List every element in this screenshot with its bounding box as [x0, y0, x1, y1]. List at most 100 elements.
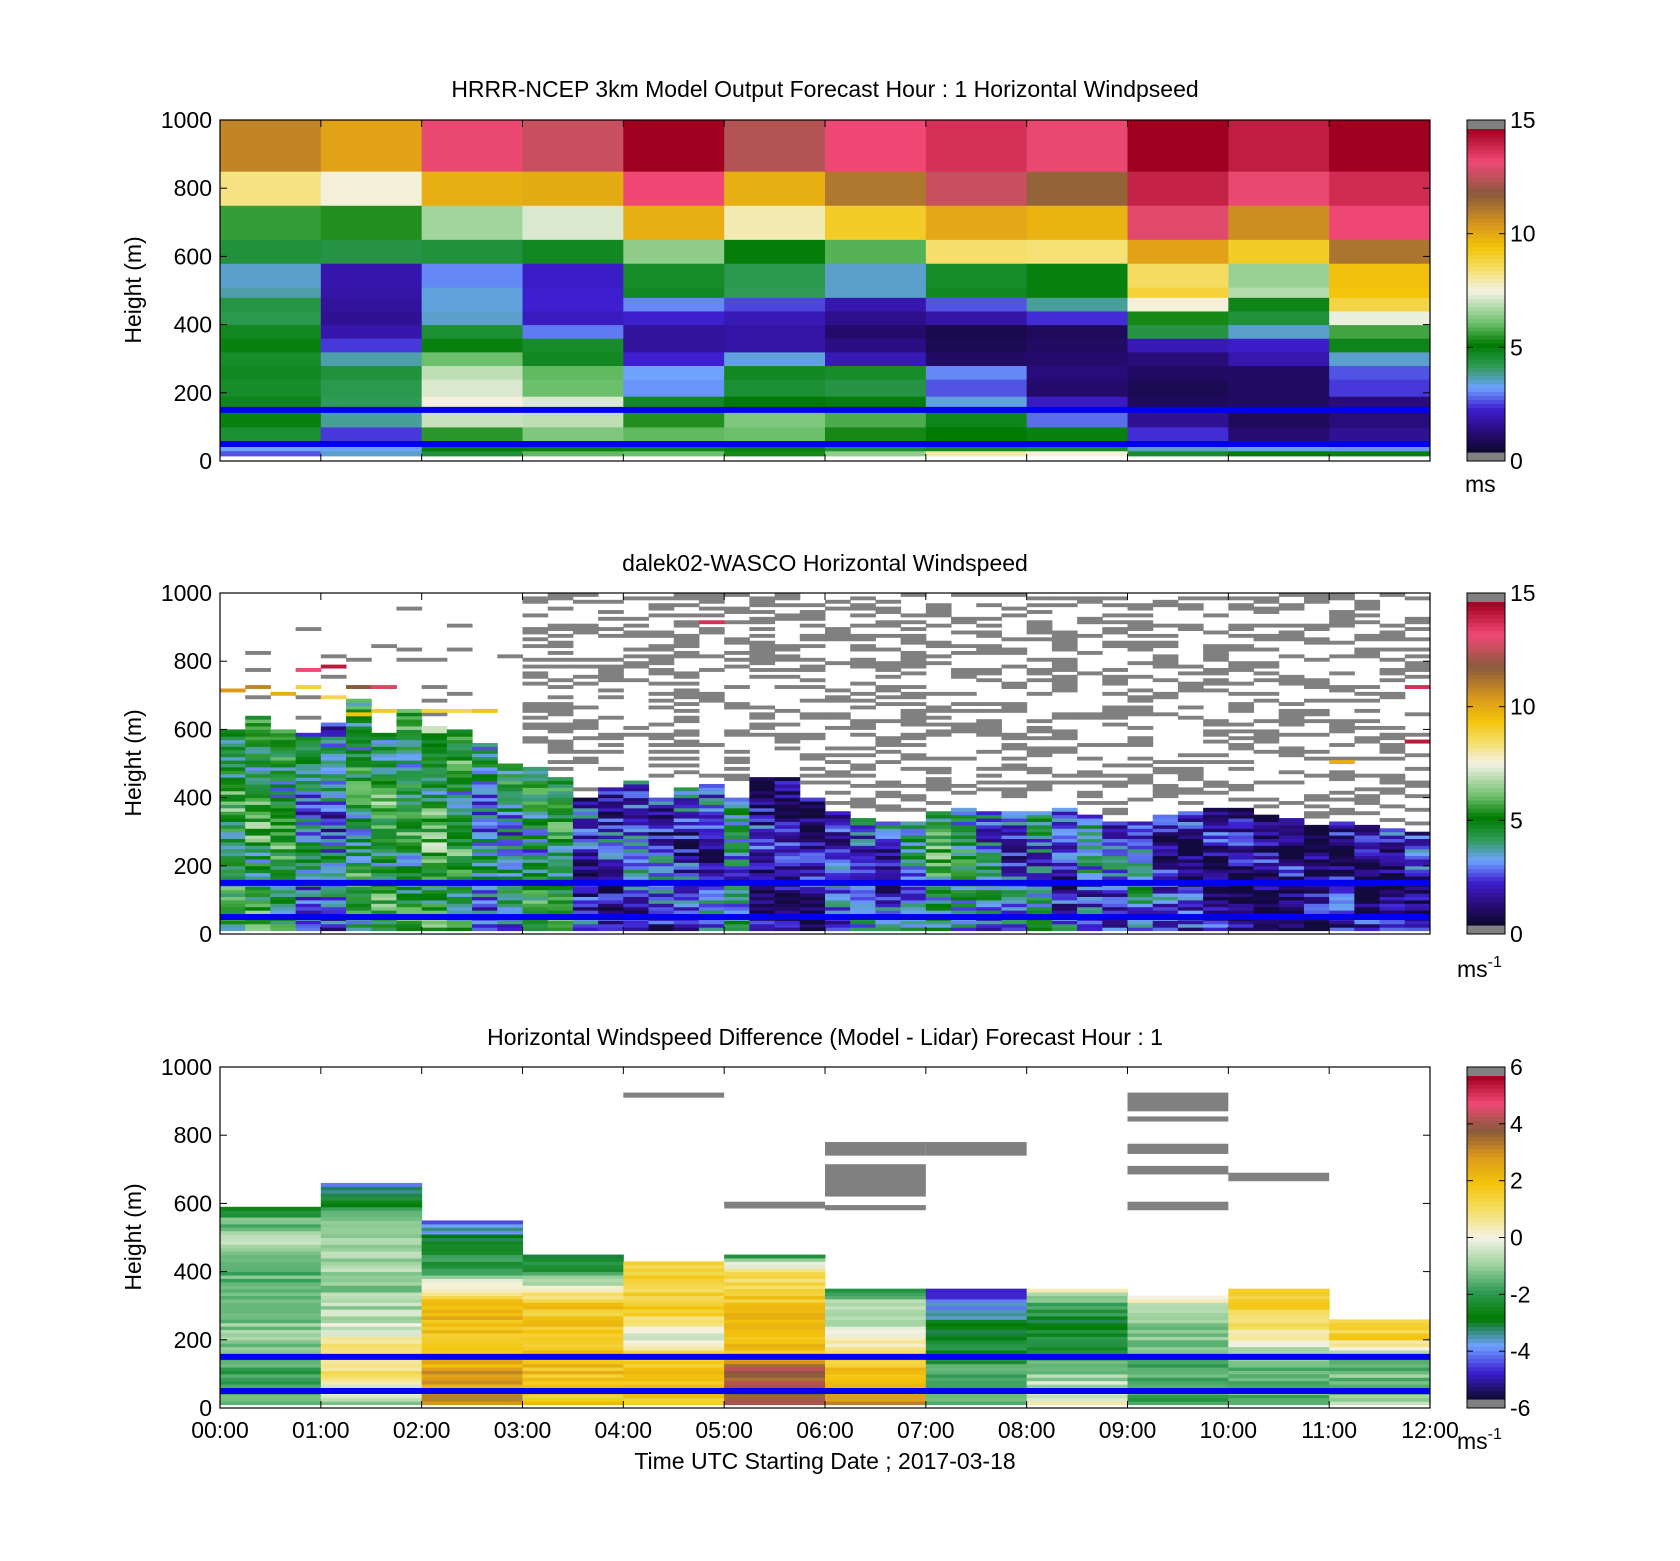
heatmap-cell	[724, 1298, 826, 1303]
no-data-cell	[875, 668, 902, 672]
heatmap-cell	[925, 171, 1028, 206]
heatmap-cell	[320, 1186, 423, 1191]
colorbar-swatch	[1467, 884, 1505, 890]
heatmap-cell	[623, 1401, 725, 1406]
heatmap-cell	[1303, 910, 1330, 915]
heatmap-cell	[1203, 906, 1229, 911]
colorbar-swatch	[1467, 686, 1505, 692]
no-data-cell	[522, 613, 549, 618]
heatmap-cell	[1177, 845, 1204, 850]
heatmap-cell	[220, 1217, 322, 1221]
heatmap-cell	[421, 1278, 523, 1283]
no-data-cell	[1253, 678, 1280, 683]
no-data-cell	[825, 606, 851, 611]
heatmap-cell	[623, 923, 650, 928]
heatmap-cell	[925, 1326, 1028, 1331]
colorbar-swatch	[1467, 1265, 1505, 1271]
panel-title: dalek02-WASCO Horizontal Windspeed	[622, 550, 1028, 576]
no-data-cell	[572, 736, 599, 741]
heatmap-cell	[749, 777, 776, 782]
no-data-cell	[1228, 708, 1255, 713]
heatmap-cell	[220, 869, 246, 874]
heatmap-cell	[850, 824, 876, 829]
heatmap-cell	[1001, 903, 1028, 908]
heatmap-cell	[295, 739, 322, 744]
heatmap-cell	[421, 845, 448, 850]
heatmap-cell	[522, 804, 549, 809]
no-data-cell	[850, 753, 876, 758]
colorbar-swatch	[1467, 250, 1505, 255]
no-data-cell	[673, 715, 700, 720]
heatmap-cell	[774, 777, 801, 782]
heatmap-cell	[698, 910, 725, 915]
heatmap-cell	[1354, 824, 1381, 829]
heatmap-cell	[497, 794, 523, 799]
heatmap-cell	[850, 872, 876, 877]
heatmap-cell	[220, 1254, 322, 1259]
heatmap-cell	[220, 351, 322, 367]
heatmap-cell	[673, 807, 700, 812]
heatmap-cell	[825, 845, 851, 850]
heatmap-cell	[598, 920, 624, 925]
no-data-cell	[1354, 736, 1381, 741]
heatmap-cell	[320, 1251, 423, 1256]
heatmap-cell	[925, 1302, 1028, 1307]
heatmap-cell	[421, 1288, 523, 1293]
heatmap-cell	[572, 824, 599, 829]
no-data-cell	[1404, 616, 1430, 621]
heatmap-cell	[320, 1346, 423, 1351]
heatmap-cell	[875, 824, 902, 829]
heatmap-cell	[1379, 848, 1406, 853]
no-data-cell	[1127, 603, 1154, 608]
no-data-cell	[1354, 719, 1381, 724]
heatmap-cell	[1152, 869, 1179, 874]
no-data-cell	[875, 736, 902, 741]
heatmap-cell	[371, 899, 397, 904]
heatmap-cell	[1379, 920, 1406, 925]
heatmap-cell	[346, 702, 372, 707]
no-data-cell	[799, 678, 826, 683]
no-data-cell	[1329, 671, 1355, 676]
no-data-cell	[1102, 708, 1128, 713]
heatmap-cell	[598, 872, 624, 877]
heatmap-cell	[623, 1281, 725, 1286]
heatmap-cell	[572, 814, 599, 819]
heatmap-cell	[522, 263, 624, 288]
no-data-cell	[1379, 593, 1406, 597]
heatmap-cell	[1228, 1305, 1330, 1310]
heatmap-cell	[1203, 889, 1229, 894]
heatmap-cell	[220, 889, 246, 894]
heatmap-cell	[522, 1254, 624, 1259]
colorbar-swatch	[1467, 1318, 1505, 1323]
heatmap-cell	[421, 828, 448, 833]
heatmap-cell	[320, 872, 347, 877]
colorbar-swatch	[1467, 1185, 1505, 1190]
no-data-cell	[522, 722, 549, 727]
heatmap-cell	[1228, 923, 1255, 928]
no-data-cell	[1203, 613, 1229, 618]
colorbar-swatch	[1467, 719, 1505, 724]
colorbar-swatch	[1467, 602, 1505, 607]
heatmap-cell	[220, 780, 246, 785]
heatmap-cell	[698, 794, 725, 799]
heatmap-cell	[875, 862, 902, 867]
reference-lines	[220, 879, 1430, 920]
heatmap-cell	[900, 927, 927, 932]
heatmap-cell	[421, 869, 448, 874]
heatmap-cell	[598, 893, 624, 897]
heatmap-cell	[1329, 310, 1430, 326]
heatmap-cell	[421, 923, 448, 928]
heatmap-cell	[1404, 831, 1430, 836]
heatmap-cell	[799, 903, 826, 908]
colorbar-swatch	[1467, 1334, 1505, 1340]
heatmap-cell	[346, 869, 372, 874]
heatmap-cell	[1354, 835, 1381, 840]
no-data-cell	[1253, 736, 1280, 741]
heatmap-cell	[1026, 852, 1053, 857]
no-data-cell	[1077, 756, 1103, 761]
heatmap-cell	[724, 1336, 826, 1341]
heatmap-cell	[497, 821, 523, 826]
heatmap-cell	[320, 831, 347, 836]
no-data-cell	[1177, 766, 1204, 771]
heatmap-cell	[346, 698, 372, 703]
